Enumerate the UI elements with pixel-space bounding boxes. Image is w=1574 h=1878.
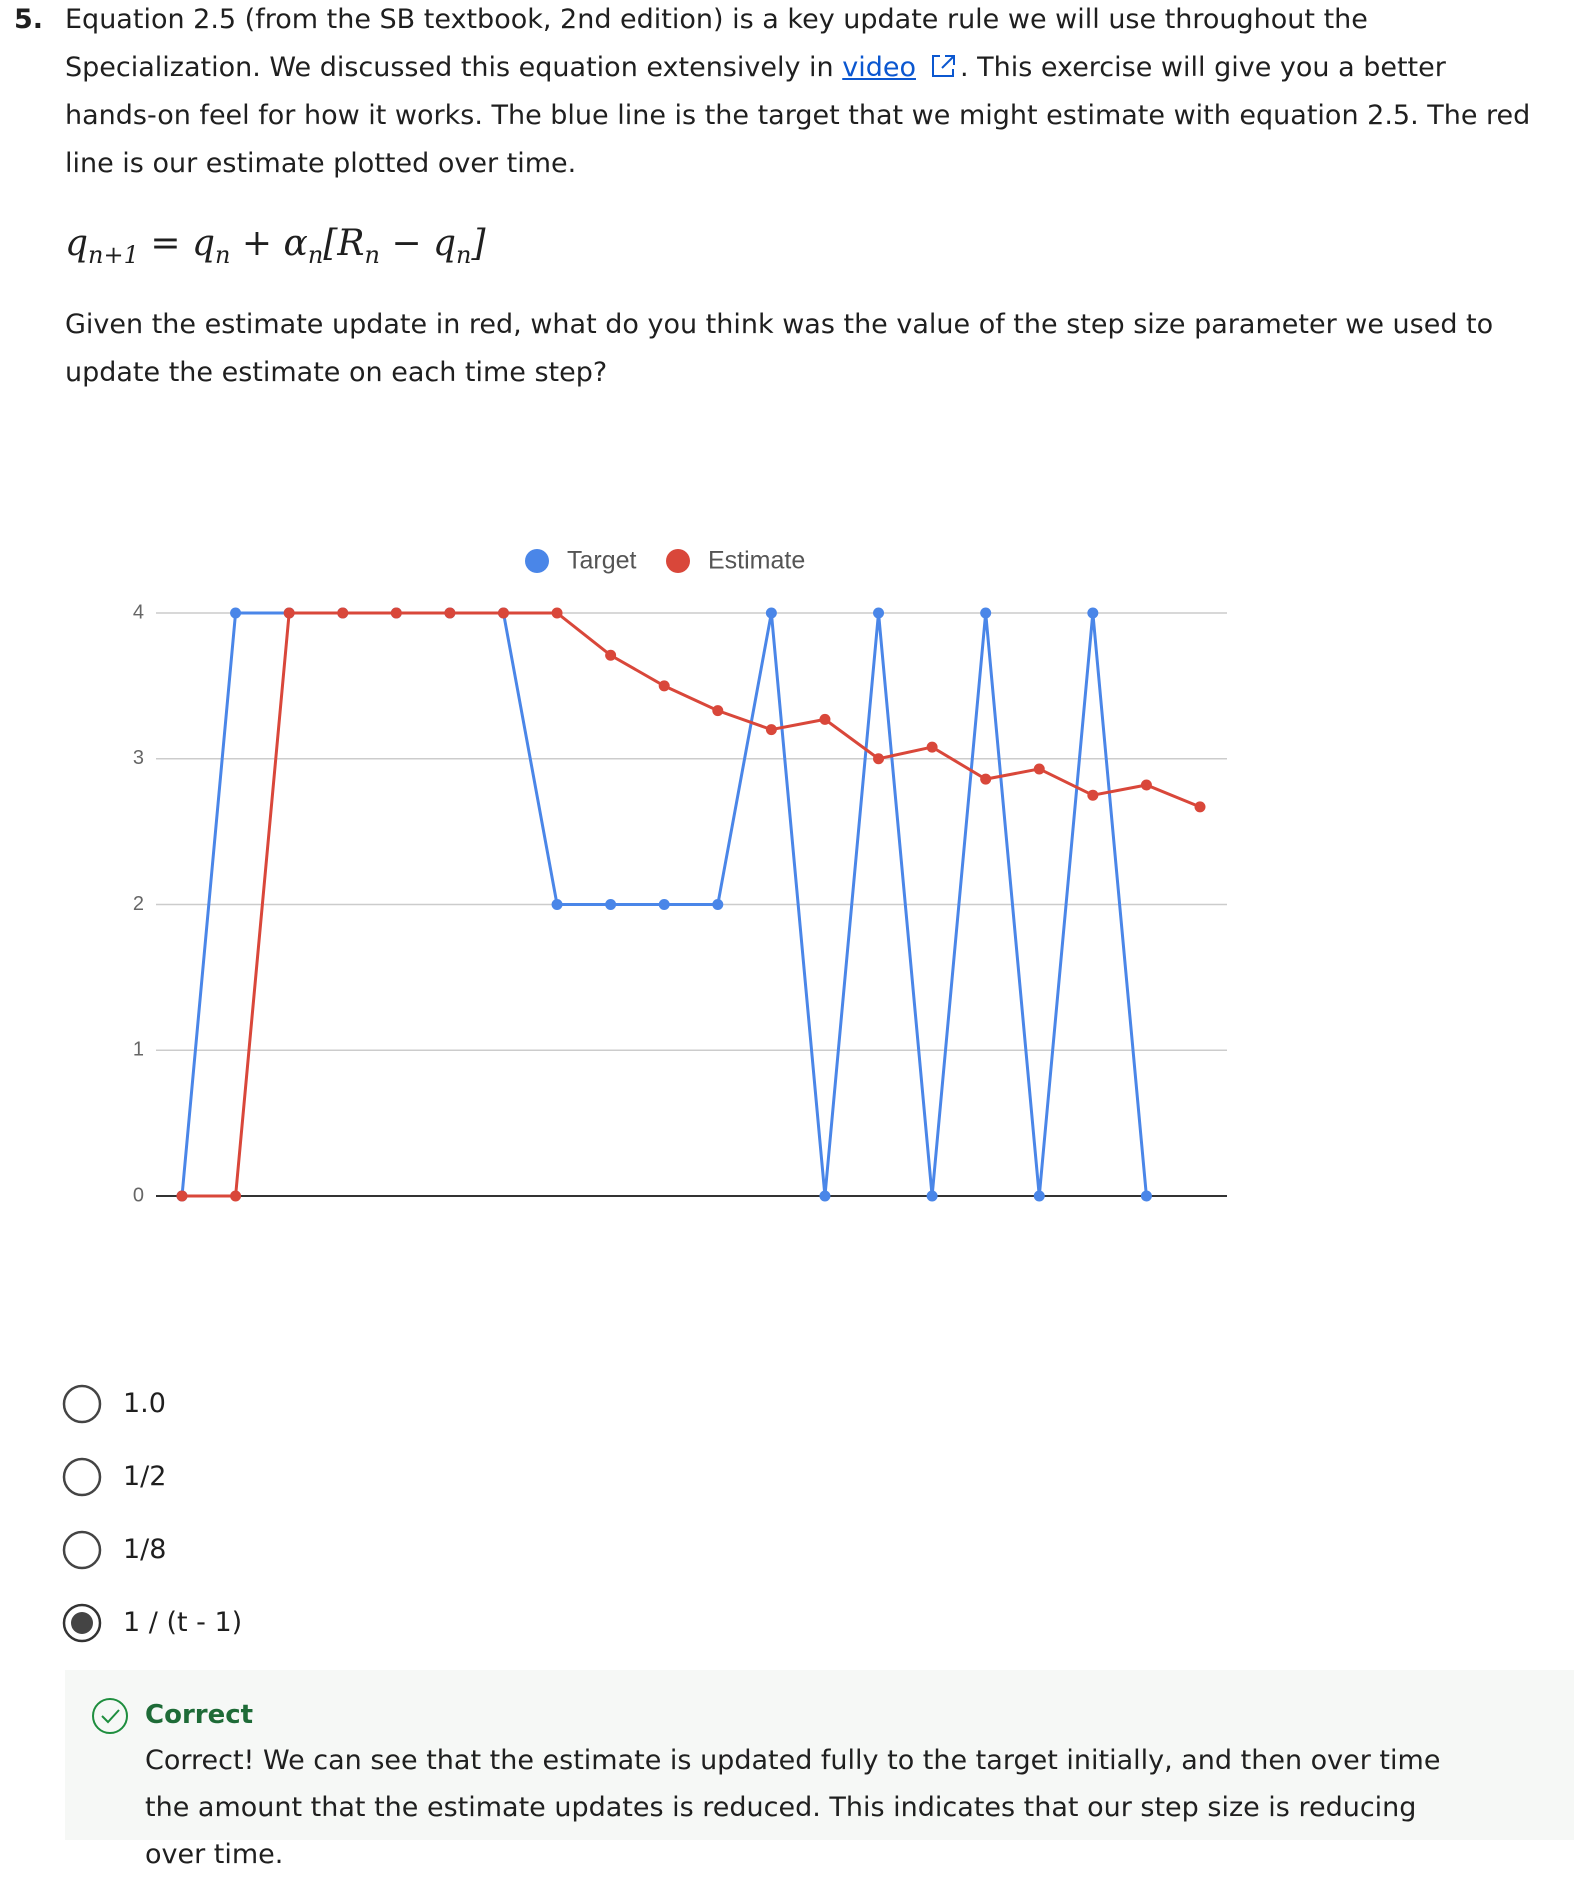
equation-part: − q bbox=[379, 223, 457, 264]
data-point bbox=[926, 1190, 938, 1202]
data-point bbox=[497, 607, 509, 619]
data-point bbox=[765, 724, 777, 736]
data-point bbox=[1087, 607, 1099, 619]
data-point bbox=[1140, 1190, 1152, 1202]
data-point bbox=[551, 899, 563, 910]
data-point bbox=[658, 899, 670, 910]
feedback-title: Correct bbox=[145, 1700, 254, 1730]
data-point bbox=[283, 607, 295, 619]
feedback-box bbox=[65, 1670, 1574, 1840]
data-point bbox=[337, 607, 349, 619]
y-tick-label: 0 bbox=[133, 1184, 144, 1206]
data-point bbox=[230, 607, 242, 619]
video-link[interactable]: video bbox=[842, 52, 916, 83]
data-point bbox=[926, 741, 938, 753]
equation-part: n bbox=[456, 241, 472, 270]
check-icon bbox=[92, 1698, 128, 1734]
equation-part: n bbox=[215, 241, 231, 270]
data-point bbox=[873, 753, 885, 765]
equation-part: ] bbox=[471, 223, 486, 264]
data-point bbox=[980, 773, 992, 785]
option-label[interactable]: 1.0 bbox=[123, 1388, 166, 1419]
radio[interactable] bbox=[60, 1382, 104, 1426]
page: 5. Equation 2.5 (from the SB textbook, 2… bbox=[14, 0, 1574, 1870]
radio[interactable] bbox=[60, 1601, 104, 1645]
text: Equation 2.5 (from the SB textbook, 2nd … bbox=[65, 4, 1368, 83]
legend-swatch bbox=[525, 549, 549, 573]
data-point bbox=[444, 607, 456, 619]
y-tick-label: 1 bbox=[133, 1039, 144, 1061]
chart: 0 1 2 3 4 Target Estimate bbox=[133, 547, 1227, 1206]
y-tick-label: 3 bbox=[133, 747, 144, 769]
data-point bbox=[873, 607, 885, 619]
legend-swatch bbox=[666, 549, 690, 573]
legend-label: Target bbox=[567, 547, 637, 575]
data-point bbox=[605, 649, 617, 661]
data-point bbox=[1140, 779, 1152, 791]
equation-part: + α bbox=[230, 223, 308, 264]
question-paragraph: Equation 2.5 (from the SB textbook, 2nd … bbox=[65, 0, 1545, 188]
equation-part: n bbox=[364, 241, 380, 270]
external-link-icon bbox=[931, 55, 955, 77]
data-point bbox=[980, 607, 992, 619]
radio[interactable] bbox=[60, 1528, 104, 1572]
equation: qn+1 = qn + αn[Rn − qn] bbox=[65, 220, 486, 279]
data-point bbox=[712, 705, 724, 717]
equation-part: n+1 bbox=[88, 241, 139, 270]
option-label[interactable]: 1/2 bbox=[123, 1461, 167, 1492]
equation-part: [R bbox=[323, 223, 365, 264]
data-point bbox=[605, 899, 617, 910]
y-tick-label: 2 bbox=[133, 893, 144, 915]
data-point bbox=[765, 607, 777, 619]
data-point bbox=[1033, 763, 1045, 775]
equation-part: = q bbox=[138, 223, 215, 264]
text: . This exercise will give you a better h… bbox=[65, 52, 1531, 179]
data-point bbox=[712, 899, 724, 910]
radio[interactable] bbox=[60, 1455, 104, 1499]
feedback-text: Correct! We can see that the estimate is… bbox=[145, 1745, 1441, 1870]
data-point bbox=[1033, 1190, 1045, 1202]
data-point bbox=[551, 607, 563, 619]
option-label[interactable]: 1 / (t - 1) bbox=[123, 1607, 243, 1638]
data-point bbox=[176, 1190, 188, 1202]
data-point bbox=[230, 1190, 242, 1202]
data-point bbox=[819, 713, 831, 725]
data-point bbox=[819, 1190, 831, 1202]
data-point bbox=[1087, 789, 1099, 801]
option-label[interactable]: 1/8 bbox=[123, 1534, 167, 1565]
y-tick-label: 4 bbox=[133, 601, 144, 623]
data-point bbox=[658, 680, 670, 692]
equation-part: n bbox=[307, 241, 324, 270]
question-number: 5. bbox=[14, 4, 44, 35]
data-point bbox=[390, 607, 402, 619]
legend-label: Estimate bbox=[708, 547, 805, 575]
equation-part: q bbox=[65, 223, 89, 264]
series-line bbox=[182, 611, 1201, 1198]
question-paragraph: Given the estimate update in red, what d… bbox=[65, 309, 1494, 388]
data-point bbox=[1194, 801, 1206, 813]
